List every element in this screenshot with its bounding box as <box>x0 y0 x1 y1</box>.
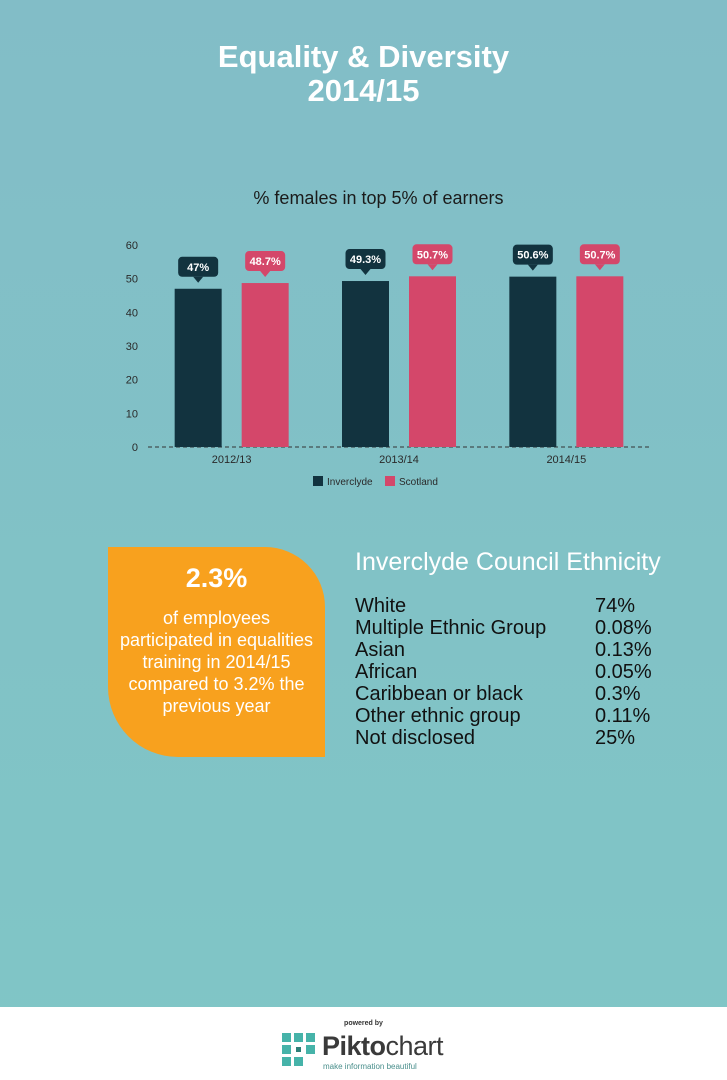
ethnicity-row: Not disclosed 25% <box>355 727 675 749</box>
bar <box>241 283 289 447</box>
piktochart-tagline: make information beautiful <box>323 1062 417 1071</box>
ethnicity-label: White <box>355 595 407 617</box>
data-label-pointer <box>594 264 605 271</box>
data-label-bubble <box>579 244 620 265</box>
callout-value: 2.3% <box>185 563 248 593</box>
bar <box>174 288 222 447</box>
ethnicity-label: Other ethnic group <box>355 705 521 727</box>
data-label: 50.7% <box>417 249 448 261</box>
data-label-bubble <box>178 256 219 277</box>
data-label-bubble <box>345 249 386 270</box>
data-label-bubble <box>512 244 553 265</box>
y-tick-label: 0 <box>132 442 138 454</box>
ethnicity-row: Multiple Ethnic Group 0.08% <box>355 617 675 639</box>
ethnicity-value: 0.11% <box>595 705 651 727</box>
x-tick-label: 2013/14 <box>379 454 419 466</box>
brand-rest: chart <box>385 1031 444 1061</box>
piktochart-logo-icon <box>282 1033 315 1066</box>
bar-chart: 0 10 20 30 40 50 60 47% 48.7% 2012/13 49.3% 50.7% 20… <box>126 240 650 488</box>
y-tick-label: 50 <box>126 274 138 286</box>
data-label-pointer <box>427 264 438 271</box>
callout-text: of employees participated in equalities … <box>119 608 314 716</box>
legend-swatch <box>313 476 323 486</box>
bar <box>409 276 456 447</box>
ethnicity-value: 0.05% <box>595 661 652 683</box>
x-tick-label: 2014/15 <box>546 454 586 466</box>
legend-swatch <box>385 476 395 486</box>
ethnicity-label: Multiple Ethnic Group <box>355 617 547 639</box>
x-tick-label: 2012/13 <box>212 454 252 466</box>
ethnicity-value: 25% <box>595 727 636 749</box>
y-tick-label: 20 <box>126 375 138 387</box>
bar <box>342 281 389 447</box>
bar <box>576 276 624 447</box>
ethnicity-row: Other ethnic group 0.11% <box>355 705 675 727</box>
ethnicity-label: Asian <box>355 639 406 661</box>
data-label: 49.3% <box>350 254 381 266</box>
ethnicity-value: 74% <box>595 595 636 617</box>
data-label-bubble <box>245 251 286 272</box>
data-label-pointer <box>193 276 204 283</box>
ethnicity-value: 0.3% <box>595 683 641 705</box>
training-callout: 2.3% of employees participated in equali… <box>108 547 325 757</box>
data-label-pointer <box>527 264 538 271</box>
data-label: 50.7% <box>584 249 615 261</box>
piktochart-logo[interactable]: Piktochart make information beautiful <box>282 1031 462 1071</box>
ethnicity-row: Asian 0.13% <box>355 639 675 661</box>
y-tick-label: 30 <box>126 341 138 353</box>
brand-bold: Pikto <box>322 1031 386 1061</box>
ethnicity-value: 0.08% <box>595 617 652 639</box>
ethnicity-row: Caribbean or black 0.3% <box>355 683 675 705</box>
page-title: Equality & Diversity 2014/15 <box>0 40 727 108</box>
data-label: 50.6% <box>517 250 548 262</box>
ethnicity-value: 0.13% <box>595 639 652 661</box>
chart-title: % females in top 5% of earners <box>253 188 504 208</box>
y-tick-label: 40 <box>126 307 138 319</box>
legend-entry: Inverclyde <box>327 477 373 488</box>
data-label-bubble <box>412 244 453 265</box>
data-label-pointer <box>360 269 371 276</box>
bar <box>509 276 557 447</box>
ethnicity-table: White 74% Multiple Ethnic Group 0.08% Asia… <box>355 595 675 749</box>
y-tick-label: 10 <box>126 408 138 420</box>
ethnicity-label: African <box>355 661 418 683</box>
ethnicity-row: White 74% <box>355 595 675 617</box>
ethnicity-label: Caribbean or black <box>355 683 523 705</box>
footer: powered by Piktochart make information b… <box>0 1007 727 1080</box>
legend-entry: Scotland <box>399 477 438 488</box>
powered-by-text: powered by <box>344 1020 383 1027</box>
ethnicity-row: African 0.05% <box>355 661 675 683</box>
piktochart-wordmark: Piktochart <box>322 1031 444 1062</box>
ethnicity-label: Not disclosed <box>355 727 476 749</box>
ethnicity-title: Inverclyde Council Ethnicity <box>355 548 661 576</box>
title-line-1: Equality & Diversity <box>217 39 510 74</box>
data-label: 48.7% <box>250 256 281 268</box>
title-line-2: 2014/15 <box>307 73 420 108</box>
data-label-pointer <box>260 271 271 278</box>
y-tick-label: 60 <box>126 240 138 252</box>
data-label: 47% <box>187 262 209 274</box>
